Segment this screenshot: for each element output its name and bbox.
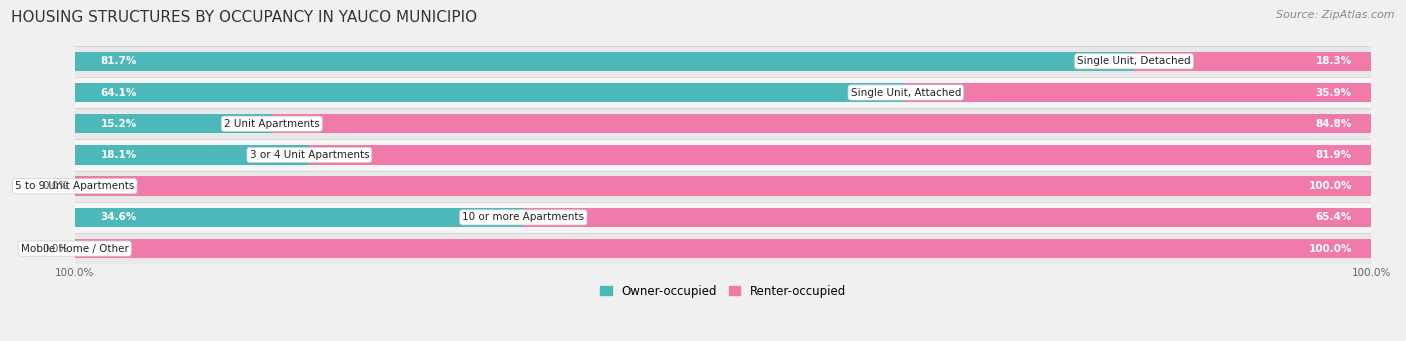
Text: 0.0%: 0.0% bbox=[42, 243, 69, 254]
Text: 2 Unit Apartments: 2 Unit Apartments bbox=[224, 119, 319, 129]
Text: 84.8%: 84.8% bbox=[1316, 119, 1351, 129]
Text: 64.1%: 64.1% bbox=[101, 88, 136, 98]
Legend: Owner-occupied, Renter-occupied: Owner-occupied, Renter-occupied bbox=[600, 285, 846, 298]
Bar bbox=[75, 139, 1371, 170]
Bar bbox=[271, 114, 1371, 133]
Bar bbox=[75, 114, 271, 133]
Bar bbox=[75, 46, 1371, 77]
Text: 15.2%: 15.2% bbox=[101, 119, 136, 129]
Text: HOUSING STRUCTURES BY OCCUPANCY IN YAUCO MUNICIPIO: HOUSING STRUCTURES BY OCCUPANCY IN YAUCO… bbox=[11, 10, 478, 25]
Bar bbox=[905, 83, 1371, 102]
Bar bbox=[75, 202, 1371, 233]
Text: Single Unit, Attached: Single Unit, Attached bbox=[851, 88, 962, 98]
Text: 65.4%: 65.4% bbox=[1316, 212, 1351, 222]
Text: 18.3%: 18.3% bbox=[1316, 56, 1351, 66]
Bar bbox=[523, 208, 1371, 227]
Bar bbox=[75, 208, 523, 227]
Bar bbox=[75, 239, 1371, 258]
Text: Mobile Home / Other: Mobile Home / Other bbox=[21, 243, 128, 254]
Text: 5 to 9 Unit Apartments: 5 to 9 Unit Apartments bbox=[15, 181, 135, 191]
Text: Source: ZipAtlas.com: Source: ZipAtlas.com bbox=[1277, 10, 1395, 20]
Text: 3 or 4 Unit Apartments: 3 or 4 Unit Apartments bbox=[249, 150, 370, 160]
Text: 18.1%: 18.1% bbox=[101, 150, 136, 160]
Text: 100.0%: 100.0% bbox=[1309, 243, 1351, 254]
Text: 0.0%: 0.0% bbox=[42, 181, 69, 191]
Bar bbox=[75, 170, 1371, 202]
Bar bbox=[75, 77, 1371, 108]
Bar bbox=[75, 83, 905, 102]
Text: 10 or more Apartments: 10 or more Apartments bbox=[463, 212, 585, 222]
Text: Single Unit, Detached: Single Unit, Detached bbox=[1077, 56, 1191, 66]
Text: 81.7%: 81.7% bbox=[101, 56, 136, 66]
Bar bbox=[75, 177, 1371, 196]
Text: 81.9%: 81.9% bbox=[1316, 150, 1351, 160]
Bar bbox=[75, 51, 1135, 71]
Text: 35.9%: 35.9% bbox=[1316, 88, 1351, 98]
Bar bbox=[75, 233, 1371, 264]
Text: 34.6%: 34.6% bbox=[101, 212, 136, 222]
Bar bbox=[75, 145, 309, 165]
Bar bbox=[75, 108, 1371, 139]
Bar bbox=[309, 145, 1371, 165]
Bar bbox=[1135, 51, 1371, 71]
Text: 100.0%: 100.0% bbox=[1309, 181, 1351, 191]
